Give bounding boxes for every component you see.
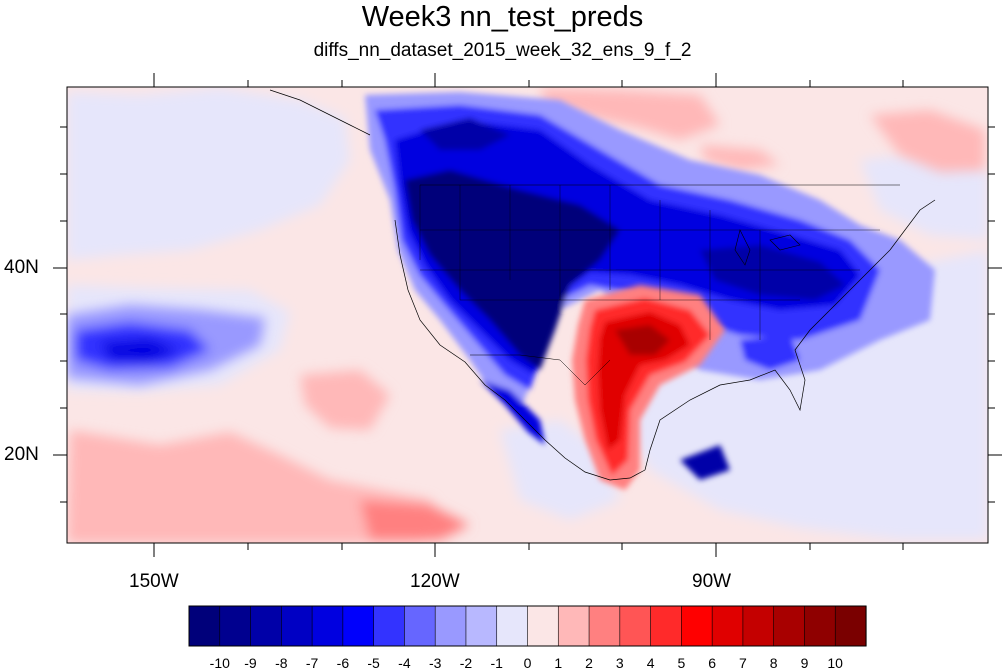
colorbar-tick-label: -2: [459, 655, 473, 671]
colorbar-tick-label: -6: [336, 655, 350, 671]
colorbar-swatch: [619, 605, 652, 647]
colorbar-tick-label: -4: [398, 655, 411, 671]
colorbar-swatch: [588, 605, 621, 647]
plot-frame: [66, 86, 989, 544]
colorbar-tick-label: 0: [523, 655, 532, 671]
colorbar: [188, 605, 867, 647]
colorbar-swatch: [527, 605, 559, 647]
axis-ticks: [53, 73, 1002, 557]
colorbar-swatch: [496, 605, 529, 647]
colorbar-swatch: [250, 605, 282, 647]
colorbar-swatch: [311, 605, 344, 647]
colorbar-tick-label: 2: [585, 655, 593, 671]
colorbar-swatch: [834, 605, 867, 647]
lon-label-150w: 150W: [129, 571, 179, 592]
lat-label-40n: 40N: [4, 257, 39, 278]
lon-label-120w: 120W: [410, 571, 460, 592]
light-positive-anomaly-field: [67, 88, 985, 543]
colorbar-swatch: [650, 605, 682, 647]
colorbar-swatch: [188, 605, 221, 647]
colorbar-tick-label: -5: [367, 655, 380, 671]
colorbar-swatch: [711, 605, 744, 647]
colorbar-tick-label: 8: [769, 655, 778, 671]
colorbar-swatch: [404, 605, 436, 647]
north-america-negative-anomaly: [365, 92, 935, 480]
colorbar-swatch: [557, 605, 590, 647]
colorbar-swatch: [773, 605, 806, 647]
lon-label-90w: 90W: [692, 571, 732, 592]
colorbar-swatch: [742, 605, 775, 647]
coastlines-and-borders: [269, 89, 936, 481]
colorbar-tick-label: 4: [646, 655, 655, 671]
lat-label-20n: 20N: [4, 444, 39, 465]
colorbar-tick-label: 7: [738, 655, 747, 671]
colorbar-tick-label: 9: [800, 655, 809, 671]
colorbar-swatch: [342, 605, 375, 647]
texas-mexico-positive-anomaly: [572, 285, 725, 490]
pacific-negative-band: [67, 305, 265, 385]
map-subtitle: diffs_nn_dataset_2015_week_32_ens_9_f_2: [313, 40, 692, 61]
colorbar-swatch: [681, 605, 713, 647]
map-plot-area: [67, 87, 988, 543]
colorbar-tick-label: -3: [428, 655, 442, 671]
map-title: Week3 nn_test_preds: [361, 1, 644, 33]
colorbar-swatch: [373, 605, 406, 647]
colorbar-tick-label: 6: [708, 655, 716, 671]
colorbar-tick-label: -10: [209, 655, 230, 671]
colorbar-tick-label: 5: [677, 655, 686, 671]
colorbar-swatch: [434, 605, 467, 647]
colorbar-swatch: [804, 605, 836, 647]
colorbar-tick-label: -1: [490, 655, 503, 671]
colorbar-tick-label: -8: [275, 655, 288, 671]
colorbar-swatch: [465, 605, 498, 647]
colorbar-tick-label: 3: [615, 655, 624, 671]
colorbar-swatch: [281, 605, 313, 647]
colorbar-tick-label: 1: [554, 655, 563, 671]
colorbar-swatch: [219, 605, 252, 647]
colorbar-tick-label: 10: [827, 655, 843, 671]
colorbar-tick-label: -9: [244, 655, 257, 671]
colorbar-tick-label: -7: [305, 655, 319, 671]
